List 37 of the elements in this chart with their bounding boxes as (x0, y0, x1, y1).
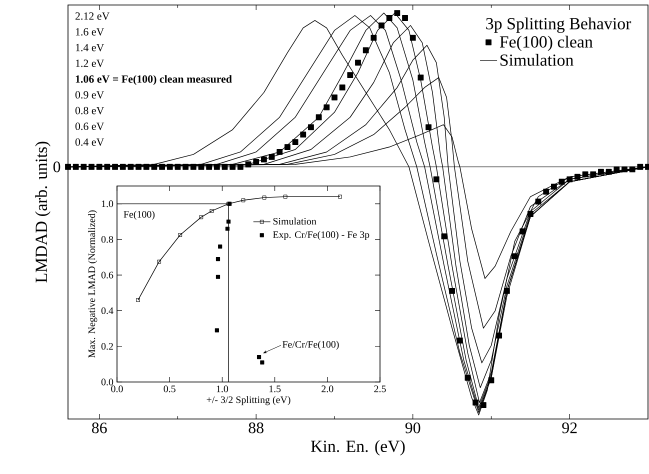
y-tick-label: 0.0 (101, 378, 114, 386)
x-tick-label: 1.5 (269, 386, 281, 392)
x-axis-title: Kin. En. (eV) (310, 440, 405, 456)
annotation: Fe(100) (124, 210, 155, 220)
y-tick-label: 0.4 (101, 307, 114, 314)
legend-label: Fe(100) clean (500, 36, 593, 52)
legend-title: 3p Splitting Behavior (486, 17, 632, 33)
ref-line-label: 0 (53, 161, 60, 172)
annotation: 2.12 eV (75, 12, 110, 20)
x-tick-label: 92 (562, 422, 577, 434)
annotation: 0.6 eV (75, 122, 104, 130)
x-tick-label: 1.0 (216, 386, 228, 392)
annotation: 1.6 eV (76, 28, 104, 36)
x-tick-label: 0.0 (111, 386, 123, 392)
y-tick-label: 1.0 (102, 200, 114, 208)
y-tick-label: 0.6 (101, 272, 114, 278)
annotation: 1.2 eV (76, 60, 104, 68)
annotation: 1.06 eV = Fe(100) clean measured (76, 75, 232, 85)
annotation: 0.9 eV (75, 91, 104, 99)
x-tick-label: 0.5 (164, 386, 176, 392)
x-tick-label: 2.0 (322, 386, 334, 392)
legend-label: Simulation (500, 54, 574, 66)
legend-label: Simulation (273, 218, 316, 225)
y-axis-title: LMDAD (arb. units) (35, 142, 50, 283)
x-tick-label: 2.5 (374, 386, 386, 392)
x-tick-label: 86 (92, 422, 107, 434)
x-tick-label: 90 (405, 422, 420, 434)
annotation: 0.4 eV (75, 138, 104, 146)
y-tick-label: 0.8 (101, 236, 114, 243)
y-axis-title: Max. Negative LMAD (Normalized) (88, 210, 98, 358)
x-axis-title: +/- 3/2 Splitting (eV) (206, 396, 290, 406)
legend-label: Exp. Cr/Fe(100) - Fe 3p (272, 231, 370, 240)
annotation: 0.8 eV (75, 106, 104, 114)
y-tick-label: 0.2 (101, 342, 113, 350)
annotation: Fe/Cr/Fe(100) (282, 340, 339, 350)
x-tick-label: 88 (248, 422, 264, 434)
annotation: 1.4 eV (76, 44, 104, 52)
